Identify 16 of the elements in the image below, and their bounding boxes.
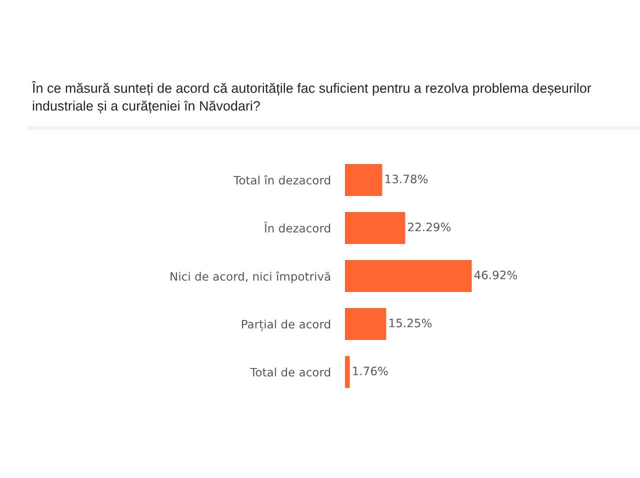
data-label: 13.78% — [386, 174, 428, 184]
bar — [345, 308, 386, 340]
bar — [345, 260, 472, 292]
chart-title: În ce măsură sunteți de acord că autoritățile fac suficient pentru a rezolva problema deșeurilor industriale și a curățeniei în Năvodari? — [32, 81, 592, 114]
bar — [345, 212, 406, 244]
y-tick-label: Total de acord — [250, 368, 330, 377]
y-tick-label: Total în dezacord — [234, 175, 330, 185]
y-tick-label: În dezacord — [264, 222, 330, 233]
bar — [345, 164, 382, 196]
data-label: 22.29% — [408, 222, 451, 232]
bar — [345, 356, 350, 388]
data-label: 1.76% — [353, 366, 388, 376]
y-tick-label: Parțial de acord — [242, 320, 330, 332]
data-label: 15.25% — [390, 318, 432, 328]
data-label: 46.92% — [474, 270, 518, 280]
y-tick-label: Nici de acord, nici împotrivă — [170, 271, 330, 284]
